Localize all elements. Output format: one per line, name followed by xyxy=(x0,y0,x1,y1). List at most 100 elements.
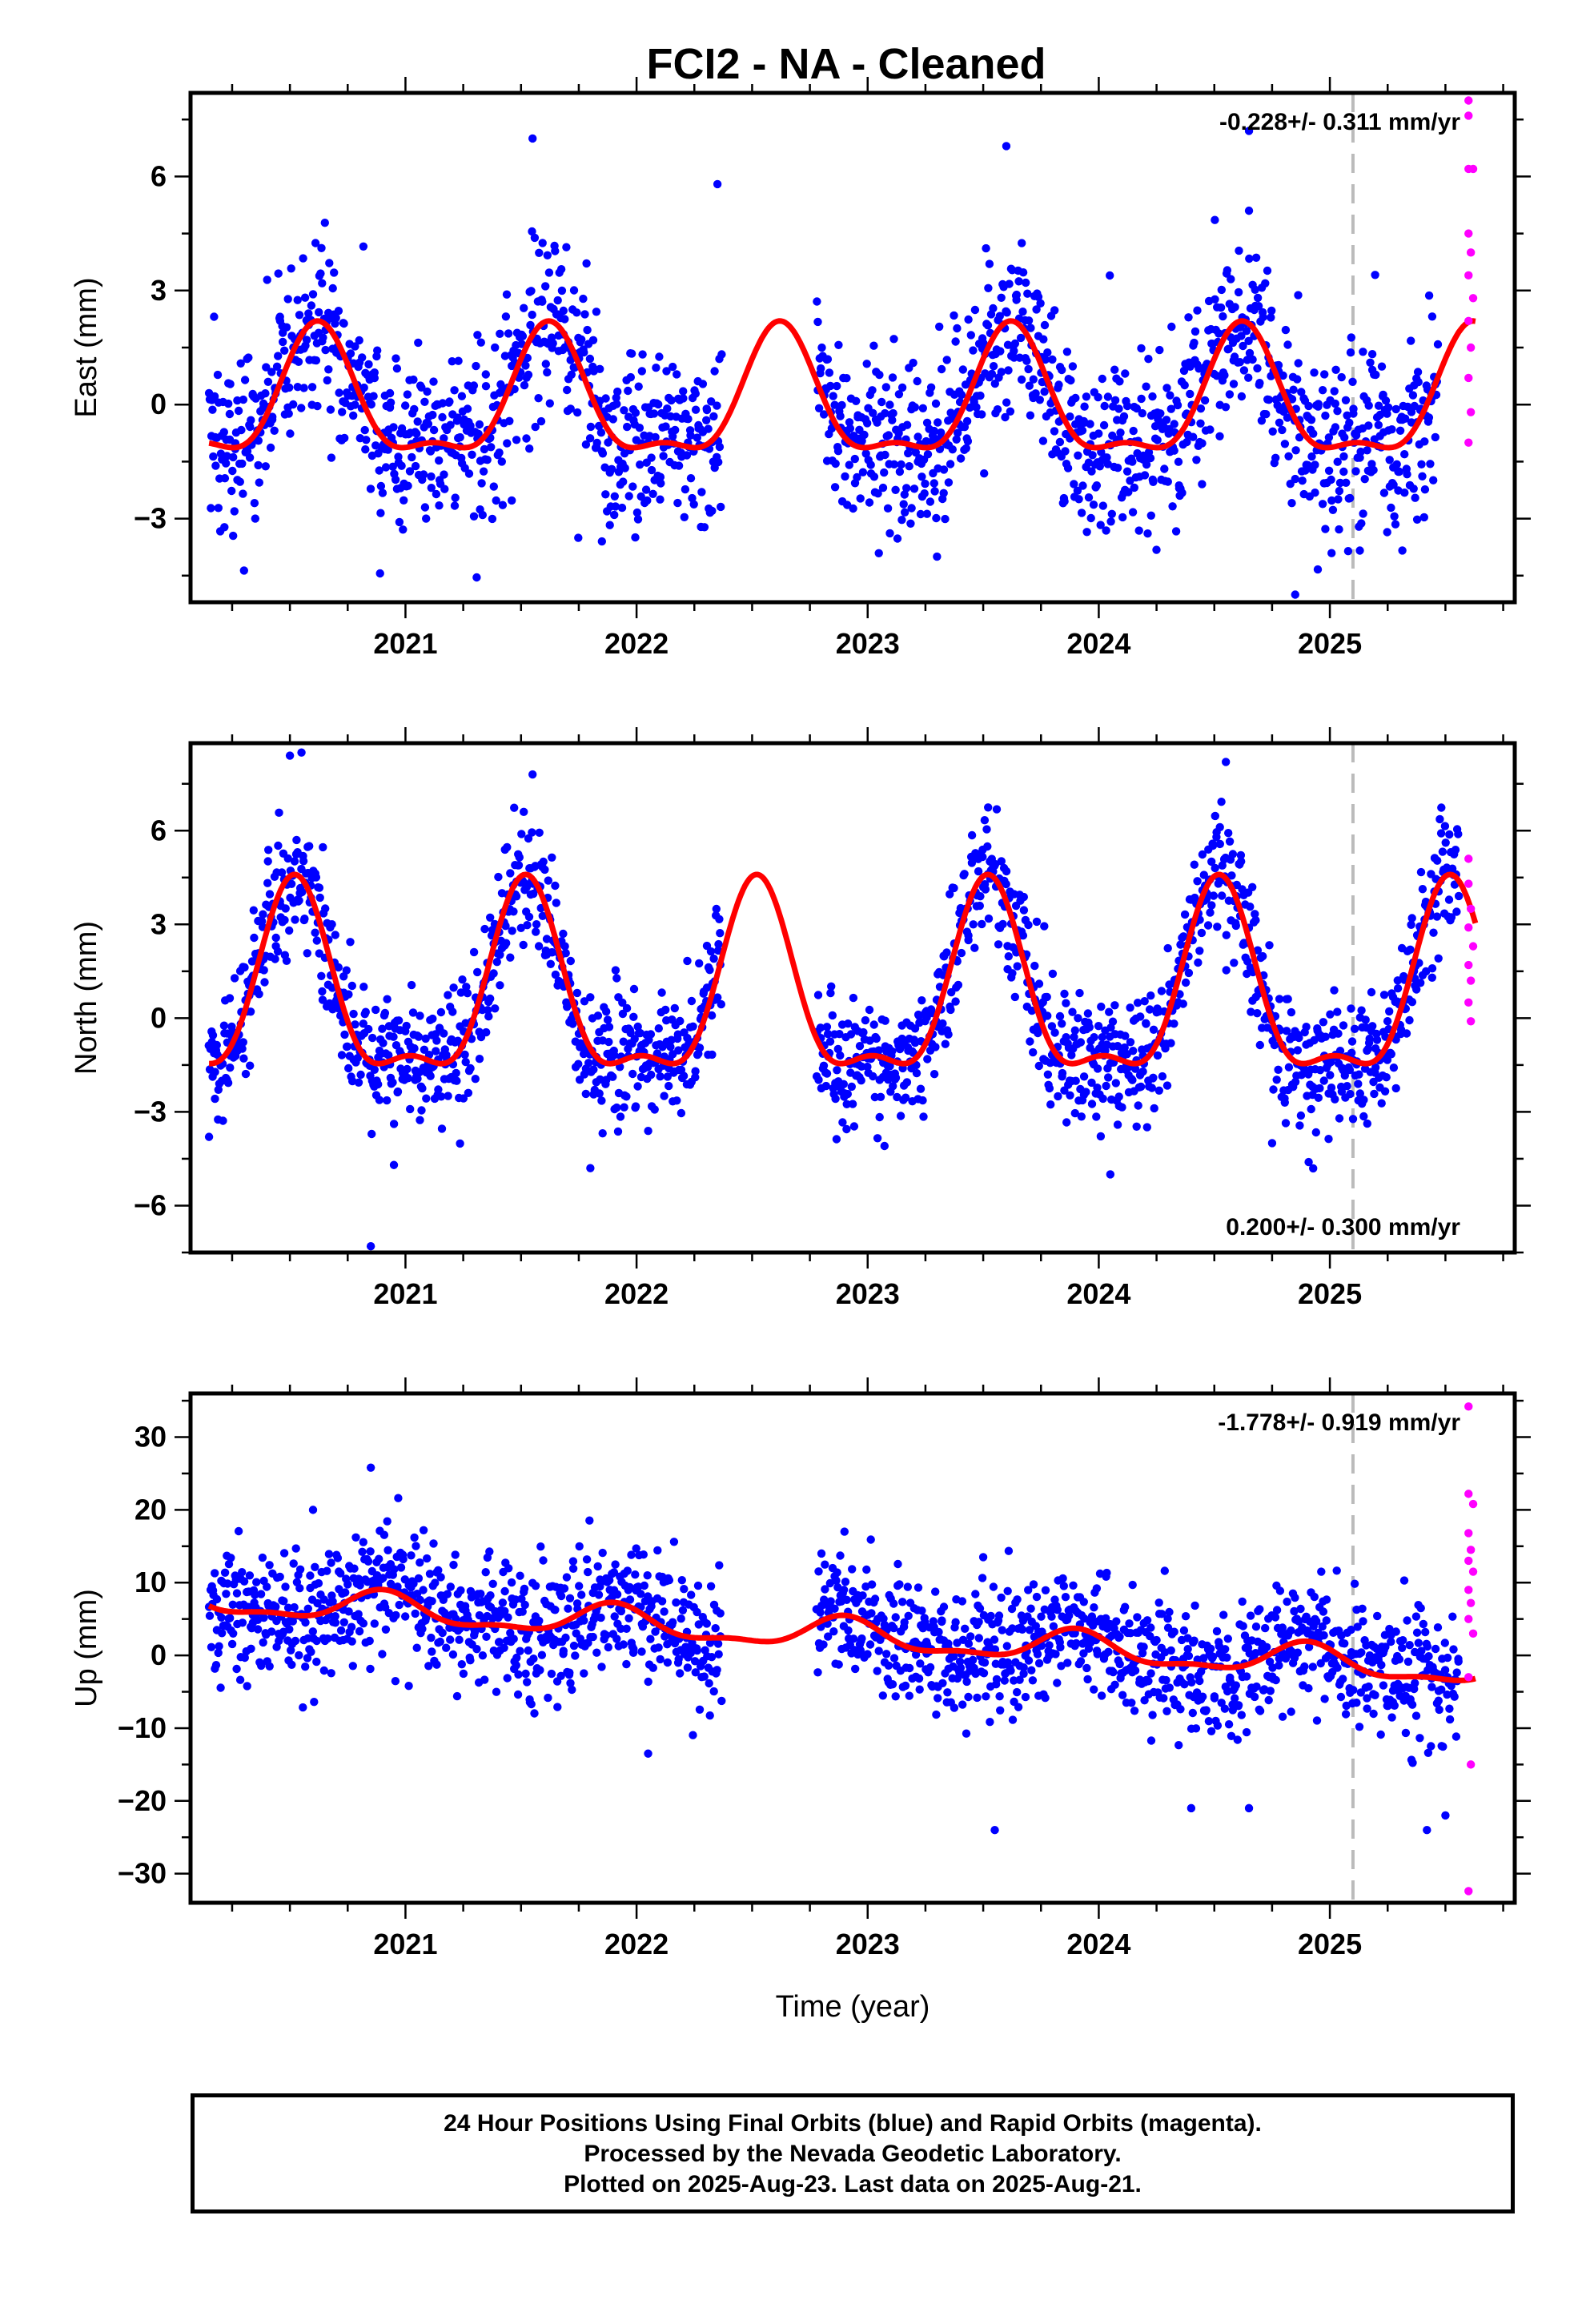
final-point xyxy=(989,304,998,313)
final-point xyxy=(348,1662,357,1671)
final-point xyxy=(1160,1566,1170,1575)
final-point xyxy=(1307,452,1316,461)
final-point xyxy=(1427,964,1437,973)
final-point xyxy=(916,1084,926,1093)
final-point xyxy=(299,384,308,392)
final-point xyxy=(1029,1047,1038,1057)
final-point xyxy=(964,315,973,324)
final-point xyxy=(323,376,331,385)
final-point xyxy=(1157,987,1166,995)
final-point xyxy=(303,949,311,958)
final-point xyxy=(1074,451,1082,460)
final-point xyxy=(659,452,668,460)
final-point xyxy=(926,1663,935,1672)
final-point xyxy=(1224,1720,1234,1729)
final-point xyxy=(825,1037,835,1046)
final-point xyxy=(958,1597,967,1606)
final-point xyxy=(1350,1579,1359,1588)
final-point xyxy=(612,974,621,983)
final-point xyxy=(393,1087,403,1096)
final-point xyxy=(616,1112,625,1121)
final-point xyxy=(544,268,554,277)
final-point xyxy=(1010,339,1020,348)
final-point xyxy=(1102,1568,1111,1578)
final-point xyxy=(267,1627,276,1636)
final-point xyxy=(210,312,219,321)
final-point xyxy=(547,1669,556,1679)
final-point xyxy=(1239,366,1249,375)
final-point xyxy=(888,1680,897,1689)
final-point xyxy=(1196,419,1205,428)
final-point xyxy=(833,1568,841,1577)
final-point xyxy=(626,372,635,382)
final-point xyxy=(224,1559,234,1569)
final-point xyxy=(421,1034,430,1043)
final-point xyxy=(953,1674,962,1683)
final-point xyxy=(716,1609,725,1618)
final-point xyxy=(597,1096,606,1105)
final-point xyxy=(1142,1123,1152,1132)
final-point xyxy=(904,1611,913,1621)
final-point xyxy=(1198,480,1207,489)
final-point xyxy=(1318,386,1327,395)
final-point xyxy=(1337,372,1346,382)
final-point xyxy=(1181,978,1191,987)
final-point xyxy=(486,994,495,1003)
final-point xyxy=(561,1633,570,1642)
final-point xyxy=(1211,295,1219,304)
final-point xyxy=(498,501,508,509)
final-point xyxy=(1129,426,1138,436)
final-point xyxy=(267,368,276,376)
final-point xyxy=(428,1597,436,1606)
final-point xyxy=(326,405,335,414)
final-point xyxy=(1347,1625,1355,1634)
final-point xyxy=(1326,1010,1335,1019)
final-point xyxy=(1320,1695,1329,1703)
final-point xyxy=(1361,1015,1370,1024)
final-point-outlier xyxy=(204,1132,214,1141)
final-point xyxy=(428,1014,437,1023)
final-point xyxy=(346,938,355,947)
final-point xyxy=(514,1670,523,1679)
final-point xyxy=(996,347,1005,356)
final-point xyxy=(609,1568,619,1577)
final-point xyxy=(923,1055,932,1063)
final-point xyxy=(1060,497,1069,506)
final-point xyxy=(889,1623,898,1633)
final-point xyxy=(893,1092,901,1102)
y-tick-label: 6 xyxy=(151,814,167,846)
final-point xyxy=(410,1043,419,1053)
x-tick-label: 2025 xyxy=(1298,1277,1362,1310)
final-point xyxy=(1352,1699,1361,1707)
final-point xyxy=(1304,401,1313,411)
final-point xyxy=(226,1614,235,1622)
final-point xyxy=(1279,371,1287,380)
final-point xyxy=(282,956,291,966)
final-point xyxy=(1051,1650,1060,1659)
final-point xyxy=(687,1590,696,1599)
final-point xyxy=(678,1606,688,1615)
y-tick-label: 0 xyxy=(151,1001,167,1034)
final-point xyxy=(1061,447,1070,456)
final-point xyxy=(1333,457,1342,466)
final-point xyxy=(336,1626,346,1635)
final-point xyxy=(523,1678,532,1687)
final-point xyxy=(1166,391,1174,400)
final-point xyxy=(1401,414,1410,423)
final-point xyxy=(230,507,239,516)
final-point xyxy=(300,293,310,302)
final-point xyxy=(1287,1626,1295,1635)
final-point xyxy=(838,1118,847,1127)
final-point xyxy=(588,336,598,344)
final-point xyxy=(423,387,432,396)
final-point xyxy=(714,457,723,467)
final-point xyxy=(832,1135,841,1144)
final-point xyxy=(620,464,629,472)
final-point xyxy=(583,325,592,335)
final-point xyxy=(427,472,436,481)
final-point xyxy=(1311,489,1319,497)
final-point xyxy=(1377,1099,1386,1108)
final-orbit-points xyxy=(204,748,1464,1251)
final-point xyxy=(388,462,397,471)
final-point xyxy=(1113,1042,1122,1051)
